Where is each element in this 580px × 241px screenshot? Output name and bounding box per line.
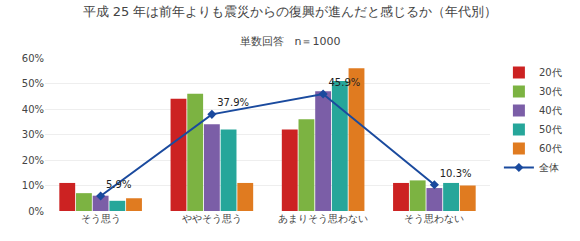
svg-text:平成 25 年は前年よりも震災からの復興が進んだと感じるか（: 平成 25 年は前年よりも震災からの復興が進んだと感じるか（年代別） xyxy=(83,4,498,19)
svg-text:30代: 30代 xyxy=(539,86,562,97)
svg-text:ややそう思う: ややそう思う xyxy=(182,213,242,224)
svg-text:37.9%: 37.9% xyxy=(217,97,249,108)
svg-text:単数回答 n＝1000: 単数回答 n＝1000 xyxy=(240,35,341,48)
svg-text:30%: 30% xyxy=(22,129,44,140)
svg-text:45.9%: 45.9% xyxy=(329,77,361,88)
svg-text:あまりそう思わない: あまりそう思わない xyxy=(278,213,368,224)
svg-text:10.3%: 10.3% xyxy=(440,168,472,179)
svg-text:10%: 10% xyxy=(22,180,44,191)
svg-text:そう思う: そう思う xyxy=(81,213,121,224)
svg-text:60%: 60% xyxy=(22,53,44,64)
svg-text:そう思わない: そう思わない xyxy=(404,213,464,224)
svg-text:40%: 40% xyxy=(22,104,44,115)
svg-text:60代: 60代 xyxy=(539,143,562,154)
svg-text:20%: 20% xyxy=(22,155,44,166)
svg-text:5.9%: 5.9% xyxy=(106,179,131,190)
svg-text:40代: 40代 xyxy=(539,105,562,116)
svg-text:0%: 0% xyxy=(28,206,44,217)
svg-text:20代: 20代 xyxy=(539,67,562,78)
svg-text:全体: 全体 xyxy=(539,162,559,173)
svg-text:50%: 50% xyxy=(22,78,44,89)
svg-text:50代: 50代 xyxy=(539,124,562,135)
